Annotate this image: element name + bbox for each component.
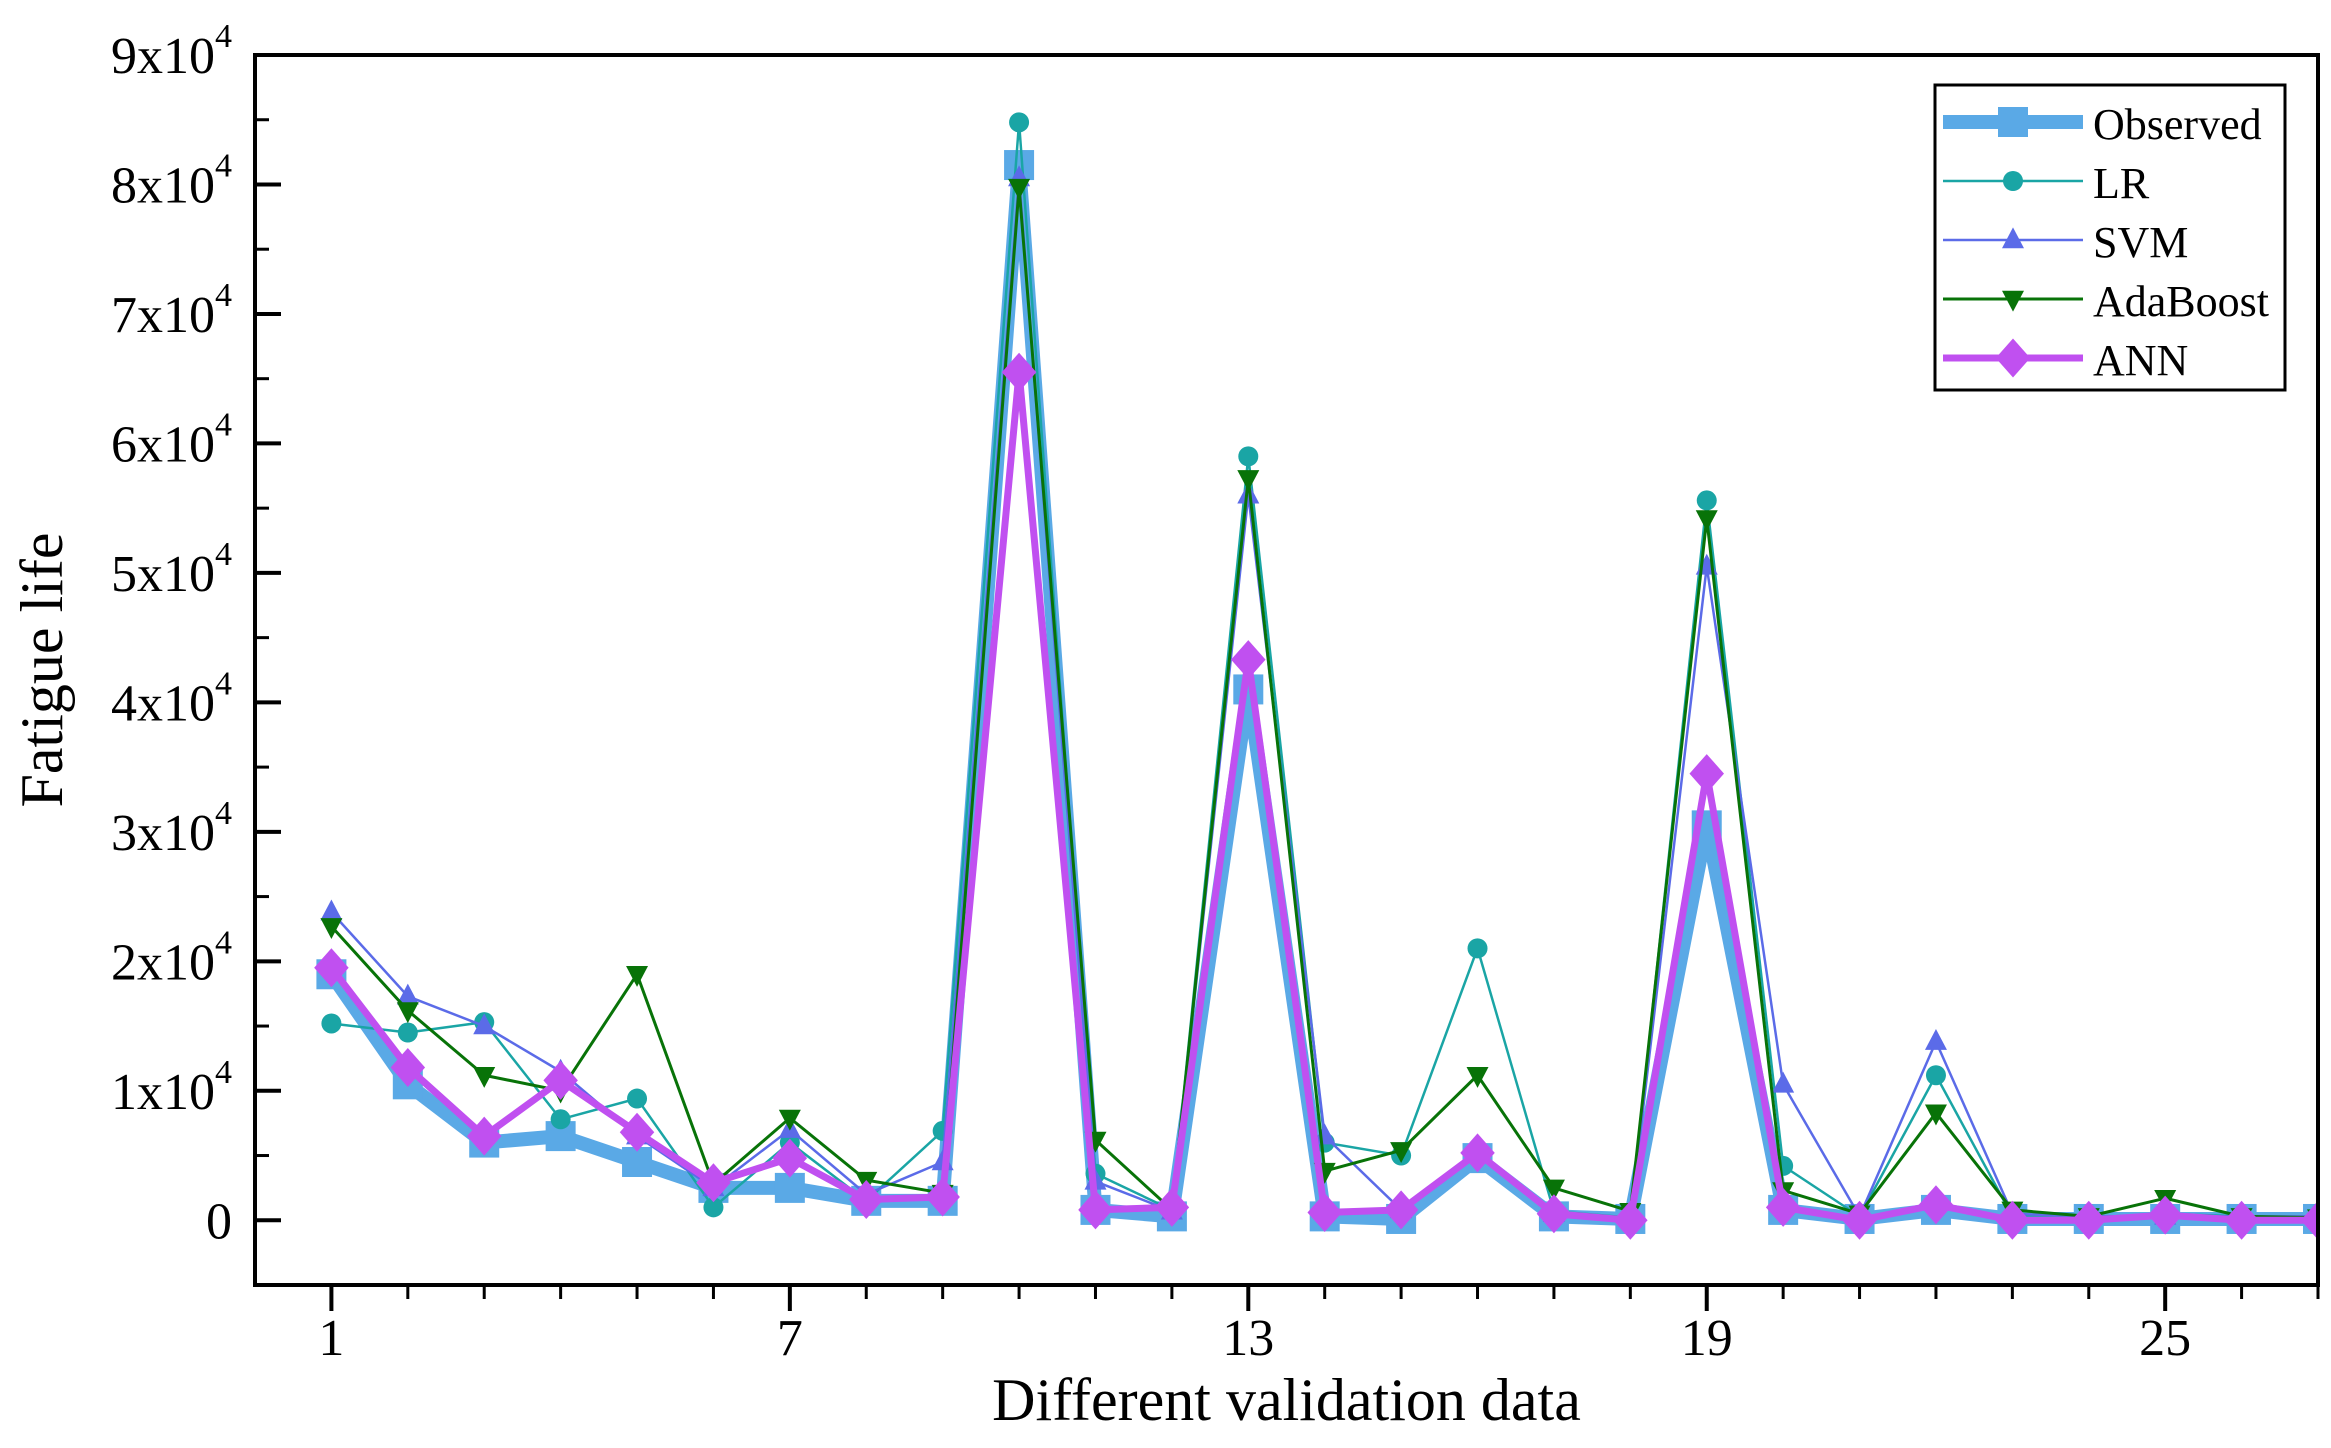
data-point-lr	[627, 1088, 648, 1109]
x-tick-label: 25	[2139, 1310, 2191, 1367]
data-point-svm	[473, 1013, 496, 1035]
plot-series	[314, 112, 2318, 1240]
data-point-ann	[543, 1060, 578, 1100]
legend-box	[1933, 83, 2287, 392]
data-point-adaboost	[1695, 510, 1718, 532]
data-point-observed	[774, 1172, 805, 1203]
data-point-adaboost	[1924, 1104, 1947, 1126]
data-point-svm	[1924, 1028, 1947, 1050]
data-point-lr	[703, 1197, 724, 1218]
data-point-ann	[1154, 1187, 1190, 1227]
data-point-adaboost	[778, 1109, 801, 1131]
data-point-observed	[622, 1147, 653, 1177]
y-tick-label: 3x104	[111, 795, 232, 862]
legend-label: AdaBoost	[2093, 277, 2269, 326]
legend: Observed LR SVM AdaBoost ANN	[1933, 83, 2287, 392]
x-tick-label: 7	[777, 1310, 803, 1367]
data-point-svm	[1313, 1123, 1336, 1145]
data-point-adaboost	[1237, 470, 1260, 492]
data-point-ann	[390, 1047, 426, 1087]
legend-marker	[1995, 338, 2031, 378]
data-point-ann	[314, 948, 349, 988]
data-point-lr	[1925, 1065, 1946, 1086]
data-point-ann	[1613, 1200, 1648, 1240]
y-tick-label: 9x104	[111, 18, 232, 85]
y-tick-label: 4x104	[111, 665, 232, 732]
data-point-ann	[1383, 1190, 1419, 1230]
data-point-ann	[696, 1163, 731, 1203]
x-tick-label: 13	[1222, 1310, 1274, 1367]
legend-entry: Observed	[1943, 100, 2262, 149]
legend-entry: ANN	[1943, 336, 2188, 385]
legend-label: SVM	[2093, 218, 2188, 267]
data-point-lr	[321, 1013, 342, 1034]
data-point-lr	[550, 1109, 571, 1130]
data-point-ann	[619, 1112, 655, 1152]
data-point-ann	[1689, 754, 1724, 794]
data-point-ann	[2300, 1200, 2318, 1240]
data-point-ann	[1460, 1133, 1495, 1173]
data-point-ann	[1231, 640, 1266, 680]
data-point-svm	[1237, 482, 1260, 504]
data-point-ann	[849, 1180, 884, 1220]
y-tick-label: 1x104	[111, 1054, 232, 1121]
legend-label: LR	[2093, 159, 2150, 208]
data-point-ann	[1995, 1200, 2030, 1240]
data-point-ann	[1536, 1194, 1572, 1234]
data-point-adaboost	[396, 1002, 419, 1024]
y-tick-labels: 0 1x104 2x104 3x104 4x104 5x104 6x104 7x104 8x10…	[111, 18, 232, 1250]
data-point-lr	[1467, 938, 1488, 959]
data-point-ann	[1842, 1200, 1877, 1240]
x-tick-label: 19	[1681, 1310, 1733, 1367]
data-point-ann	[2071, 1200, 2107, 1240]
y-tick-label: 8x104	[111, 147, 232, 214]
y-tick-label: 0	[206, 1193, 232, 1250]
data-point-adaboost	[626, 966, 649, 987]
legend-marker	[2002, 290, 2024, 312]
legend-label: Observed	[2093, 100, 2262, 149]
y-tick-label: 5x104	[111, 536, 232, 603]
data-point-ann	[466, 1116, 502, 1156]
plot-frame	[253, 53, 2320, 1287]
data-point-adaboost	[473, 1067, 496, 1088]
data-point-ann	[925, 1177, 960, 1217]
x-tick-labels: 1 7 13 19 25	[318, 1310, 2191, 1367]
data-point-adaboost	[1008, 178, 1031, 200]
legend-marker	[2003, 171, 2023, 191]
data-point-adaboost	[1390, 1142, 1413, 1163]
y-tick-label: 7x104	[111, 277, 232, 344]
legend-entry: AdaBoost	[1943, 277, 2269, 326]
data-point-lr	[397, 1022, 418, 1043]
data-point-svm	[320, 899, 343, 921]
series-ann	[314, 352, 2318, 1240]
y-tick-label: 2x104	[111, 924, 232, 991]
legend-label: ANN	[2093, 336, 2188, 385]
x-axis-label: Different validation data	[992, 1367, 1581, 1433]
y-tick-label: 6x104	[111, 406, 232, 473]
x-tick-label: 1	[318, 1310, 344, 1367]
data-point-svm	[1772, 1071, 1795, 1093]
data-point-ann	[772, 1138, 808, 1178]
legend-entry: SVM	[1943, 218, 2188, 267]
legend-marker	[1998, 107, 2028, 137]
data-point-adaboost	[320, 918, 343, 940]
data-point-ann	[1765, 1187, 1801, 1227]
data-point-lr	[1696, 490, 1717, 511]
data-point-lr	[1009, 112, 1030, 133]
data-point-ann	[1001, 352, 1037, 392]
data-point-adaboost	[1466, 1067, 1489, 1088]
data-point-ann	[2224, 1200, 2259, 1240]
data-point-ann	[1078, 1190, 1113, 1230]
data-point-ann	[2147, 1195, 2183, 1235]
y-axis-label: Fatigue life	[9, 533, 75, 808]
data-point-ann	[1307, 1192, 1342, 1232]
legend-marker	[2002, 227, 2024, 249]
legend-entry: LR	[1943, 159, 2150, 208]
data-point-lr	[1238, 446, 1259, 467]
data-point-svm	[396, 983, 419, 1005]
axis-ticks	[255, 53, 2320, 1311]
data-point-ann	[1918, 1185, 1954, 1225]
data-point-adaboost	[1542, 1179, 1565, 1201]
